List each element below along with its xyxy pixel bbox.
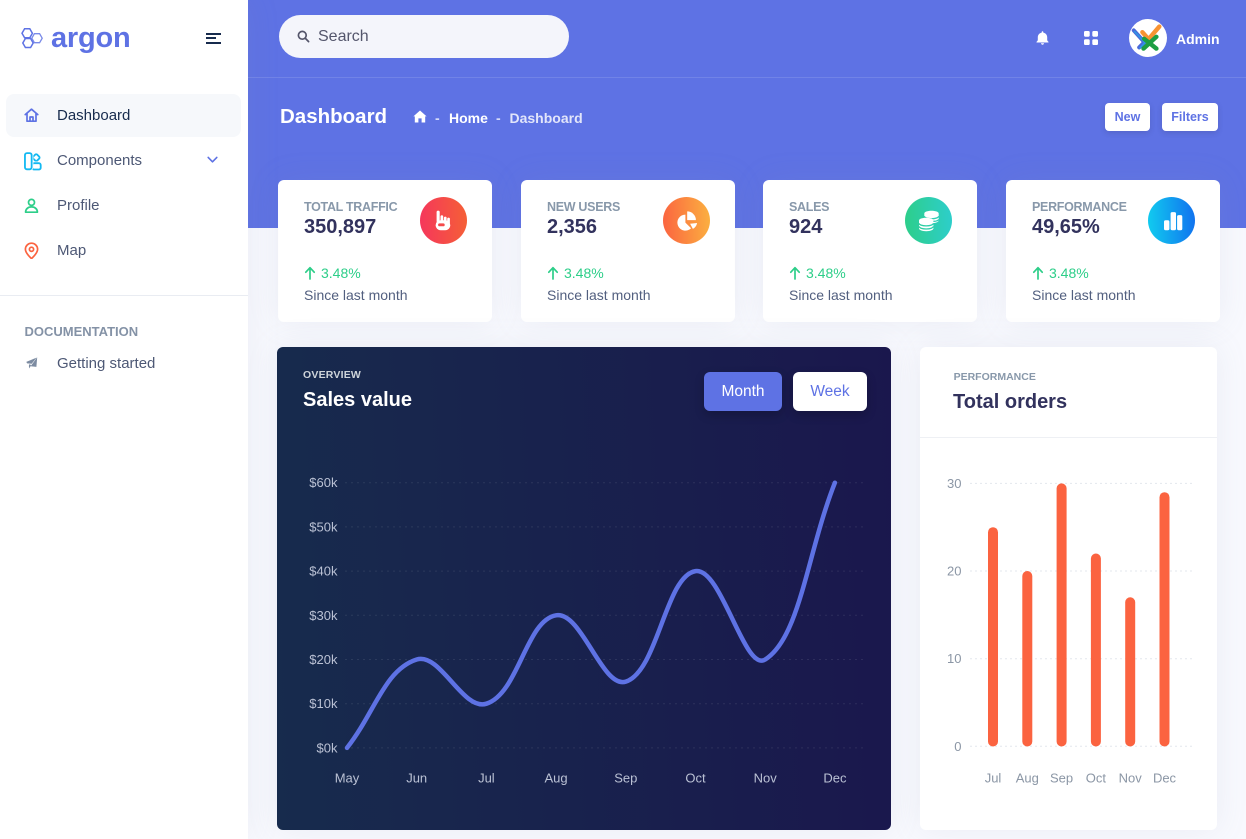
svg-text:Aug: Aug: [1016, 771, 1039, 786]
svg-text:Jun: Jun: [406, 771, 427, 786]
svg-text:$10k: $10k: [309, 696, 338, 711]
svg-text:20: 20: [947, 564, 961, 579]
svg-text:30: 30: [947, 476, 961, 491]
svg-text:Nov: Nov: [754, 771, 778, 786]
svg-text:Aug: Aug: [545, 771, 568, 786]
svg-text:10: 10: [947, 651, 961, 666]
svg-text:Nov: Nov: [1119, 771, 1143, 786]
svg-text:May: May: [335, 771, 360, 786]
svg-text:$30k: $30k: [309, 608, 338, 623]
svg-text:Sep: Sep: [614, 771, 637, 786]
svg-text:$20k: $20k: [309, 652, 338, 667]
svg-text:Sep: Sep: [1050, 771, 1073, 786]
svg-text:Jul: Jul: [985, 771, 1002, 786]
svg-text:$40k: $40k: [309, 564, 338, 579]
svg-text:Dec: Dec: [823, 771, 847, 786]
svg-text:Oct: Oct: [1086, 771, 1107, 786]
svg-text:Oct: Oct: [685, 771, 706, 786]
svg-text:0: 0: [954, 739, 961, 754]
svg-text:$0k: $0k: [317, 740, 338, 755]
svg-text:Jul: Jul: [478, 771, 495, 786]
svg-text:$50k: $50k: [309, 519, 338, 534]
svg-text:Dec: Dec: [1153, 771, 1177, 786]
svg-text:$60k: $60k: [309, 475, 338, 490]
